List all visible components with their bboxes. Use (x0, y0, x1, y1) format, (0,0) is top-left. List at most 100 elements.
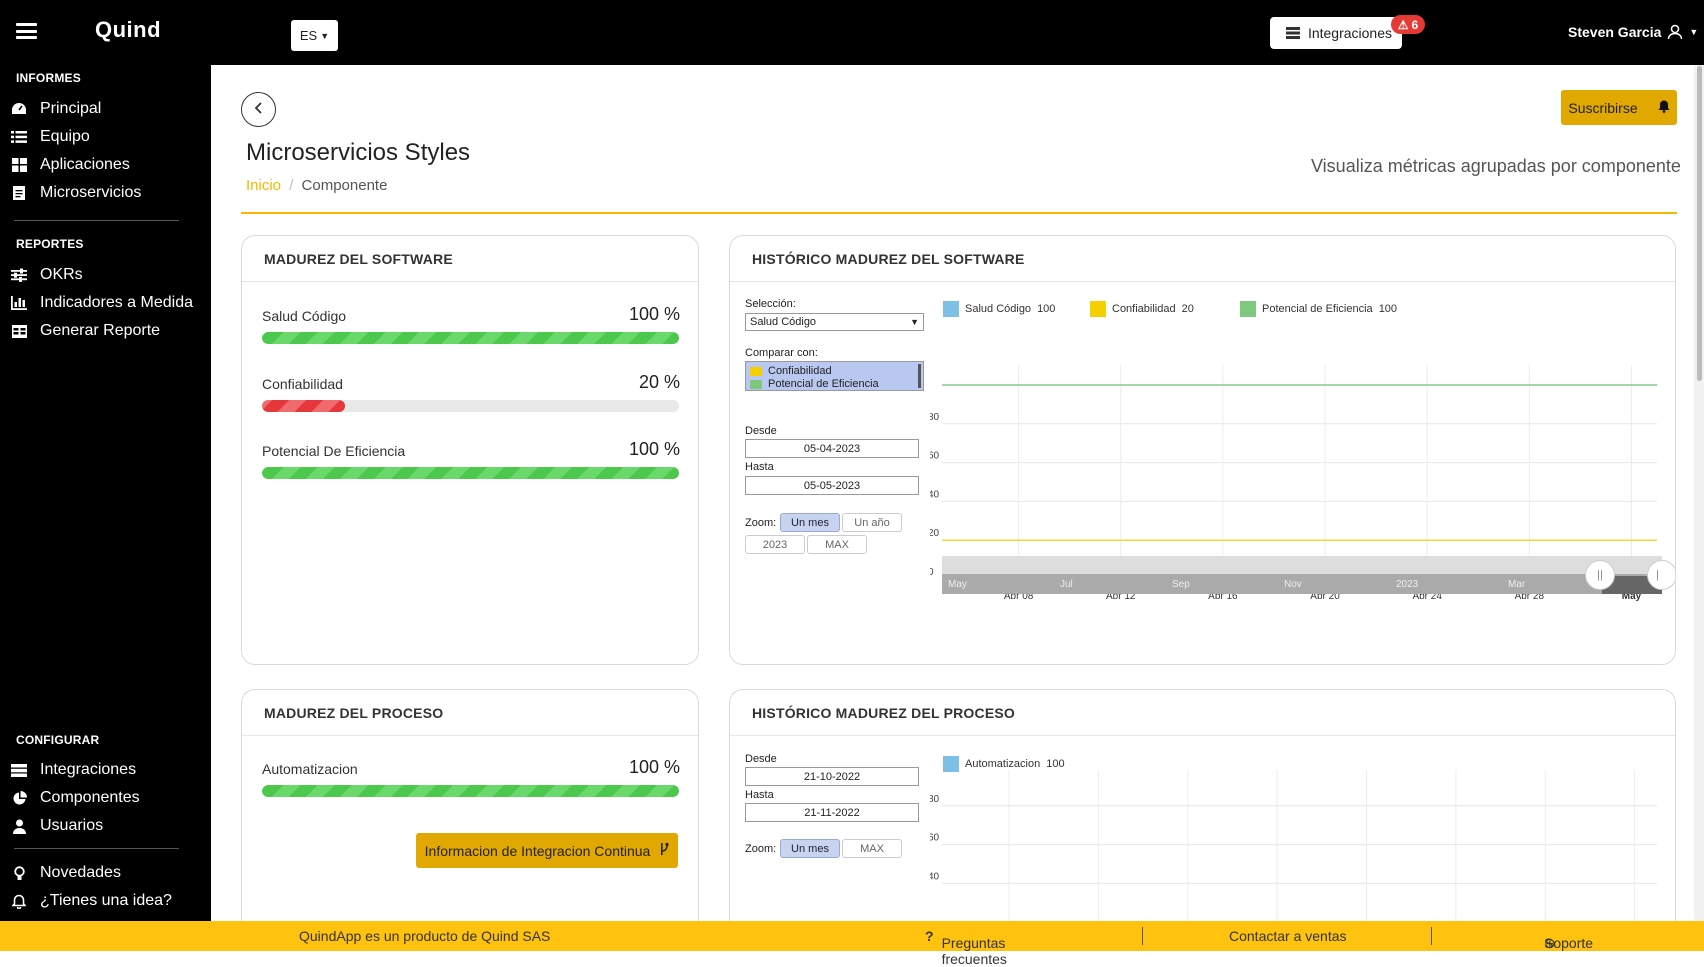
user-menu[interactable]: Steven Garcia ▼ (1568, 24, 1698, 40)
language-selector[interactable]: ES ▼ (291, 20, 338, 51)
legend-item-salud-codigo[interactable]: Salud Código 100 (943, 301, 1055, 317)
chevron-down-icon: ▼ (910, 317, 919, 327)
navigator-label: 2023 (1396, 579, 1419, 590)
navigator-selection[interactable] (1602, 576, 1662, 594)
git-branch-icon (660, 842, 669, 859)
question-icon: ? (925, 928, 934, 944)
sliders-icon (10, 267, 28, 283)
progress-fill (262, 467, 679, 479)
ci-button-label: Informacion de Integracion Continua (424, 842, 651, 859)
compare-option[interactable]: Potencial de Eficiencia (746, 377, 923, 390)
zoom-2023-button[interactable]: 2023 (745, 535, 805, 554)
card-title: HISTÓRICO MADUREZ DEL PROCESO (730, 690, 1675, 736)
sidebar-item-idea[interactable]: ¿Tienes una idea? (10, 888, 172, 914)
option-label: Potencial de Eficiencia (768, 378, 879, 390)
x-tick-label: Abr 24 (1412, 591, 1442, 602)
navigator-label: Mar (1508, 579, 1526, 590)
sidebar-item-integraciones[interactable]: Integraciones (10, 757, 136, 783)
y-tick-label: 0 (930, 567, 934, 578)
sidebar-item-label: Microservicios (40, 184, 142, 201)
legend-item-potencial-eficiencia[interactable]: Potencial de Eficiencia 100 (1240, 301, 1397, 317)
legend-item-confiabilidad[interactable]: Confiabilidad 20 (1090, 301, 1194, 317)
sidebar-item-label: Componentes (40, 789, 140, 806)
sidebar-item-indicadores[interactable]: Indicadores a Medida (10, 290, 193, 316)
series-select[interactable]: Salud Código ▼ (745, 313, 924, 331)
y-tick-label: 40 (930, 871, 940, 882)
faq-link[interactable]: ? Preguntas frecuentes (925, 928, 1007, 967)
breadcrumb-home-link[interactable]: Inicio (246, 177, 282, 194)
zoom-max-button[interactable]: MAX (842, 839, 902, 858)
legend-item-automatizacion[interactable]: Automatizacion 100 (943, 756, 1065, 772)
contact-sales-link[interactable]: Contactar a ventas (1229, 928, 1347, 944)
sidebar-item-equipo[interactable]: Equipo (10, 124, 90, 150)
selection-label: Selección: (745, 298, 796, 310)
sidebar-divider (14, 220, 179, 221)
legend-label: Salud Código (965, 303, 1032, 315)
subscribe-button[interactable]: Suscribirse (1561, 90, 1677, 125)
zoom-one-month-button[interactable]: Un mes (780, 513, 840, 532)
breadcrumb-separator: / (289, 177, 294, 194)
metric-value: 20 % (638, 372, 680, 392)
legend-swatch (1090, 301, 1106, 317)
x-tick-label: May (1622, 591, 1642, 602)
sidebar-item-usuarios[interactable]: Usuarios (10, 813, 103, 839)
sidebar-item-componentes[interactable]: Componentes (10, 785, 140, 811)
selected-value: Salud Código (750, 316, 817, 328)
ci-info-button[interactable]: Informacion de Integracion Continua (416, 833, 678, 868)
integrations-button[interactable]: Integraciones (1270, 17, 1402, 49)
sidebar-item-label: OKRs (40, 266, 83, 283)
to-date-input[interactable]: 21-11-2022 (745, 803, 919, 822)
list-icon (10, 129, 28, 145)
bell-icon (1658, 100, 1670, 116)
to-date-input[interactable]: 05-05-2023 (745, 476, 919, 495)
progress-fill (262, 332, 679, 344)
navigator-left-handle[interactable]: || (1585, 560, 1615, 590)
range-navigator[interactable]: May Jul Sep Nov 2023 Mar || | (942, 556, 1675, 594)
lifebuoy-icon: ⊕ (1544, 935, 1556, 951)
header-divider (241, 212, 1677, 214)
zoom-one-month-button[interactable]: Un mes (780, 839, 840, 858)
compare-listbox[interactable]: Confiabilidad Potencial de Eficiencia (745, 361, 924, 391)
footer-divider (1142, 927, 1143, 945)
footer-product-text: QuindApp es un producto de Quind SAS (299, 928, 551, 944)
legend-value: 20 (1181, 303, 1194, 315)
listbox-scrollbar[interactable] (918, 364, 921, 388)
from-label: Desde (745, 753, 777, 765)
from-date-input[interactable]: 05-04-2023 (745, 439, 919, 458)
zoom-one-year-button[interactable]: Un año (842, 513, 902, 532)
from-date-input[interactable]: 21-10-2022 (745, 767, 919, 786)
breadcrumb: Inicio / Componente (246, 177, 387, 194)
metric-value: 100 % (628, 304, 680, 324)
card-title: MADUREZ DEL PROCESO (242, 690, 698, 736)
progress-bar (262, 785, 679, 797)
page-scrollbar-thumb[interactable] (1697, 66, 1702, 381)
y-tick-label: 20 (930, 528, 940, 539)
sidebar-item-okrs[interactable]: OKRs (10, 262, 83, 288)
sidebar-item-label: Aplicaciones (40, 156, 130, 173)
caret-down-icon: ▼ (1689, 27, 1699, 37)
sidebar-item-aplicaciones[interactable]: Aplicaciones (10, 152, 130, 178)
y-tick-label: 40 (930, 489, 940, 500)
metric-label: Potencial De Eficiencia (262, 443, 406, 459)
user-icon (1668, 24, 1683, 40)
sidebar-item-principal[interactable]: Principal (10, 96, 101, 122)
progress-fill (262, 400, 346, 412)
chevron-left-icon (254, 101, 264, 119)
app-logo[interactable]: Quind (95, 17, 162, 42)
zoom-max-button[interactable]: MAX (807, 535, 867, 554)
sidebar-item-generar-reporte[interactable]: Generar Reporte (10, 318, 160, 344)
pie-chart-icon (10, 790, 28, 806)
compare-option[interactable]: Confiabilidad (746, 362, 923, 377)
navigator-right-handle[interactable]: | (1647, 560, 1675, 590)
sidebar-item-novedades[interactable]: Novedades (10, 860, 121, 886)
page-scrollbar[interactable] (1694, 65, 1704, 921)
metric-label: Automatizacion (262, 761, 358, 777)
support-label: Soporte (1544, 935, 1594, 951)
menu-icon[interactable] (16, 23, 37, 39)
sidebar-divider (14, 848, 179, 849)
bell-icon (10, 893, 28, 909)
sidebar-item-microservicios[interactable]: Microservicios (10, 180, 141, 206)
navigator-label: Sep (1172, 579, 1190, 590)
legend-label: Automatizacion (965, 758, 1041, 770)
back-button[interactable] (241, 92, 276, 127)
